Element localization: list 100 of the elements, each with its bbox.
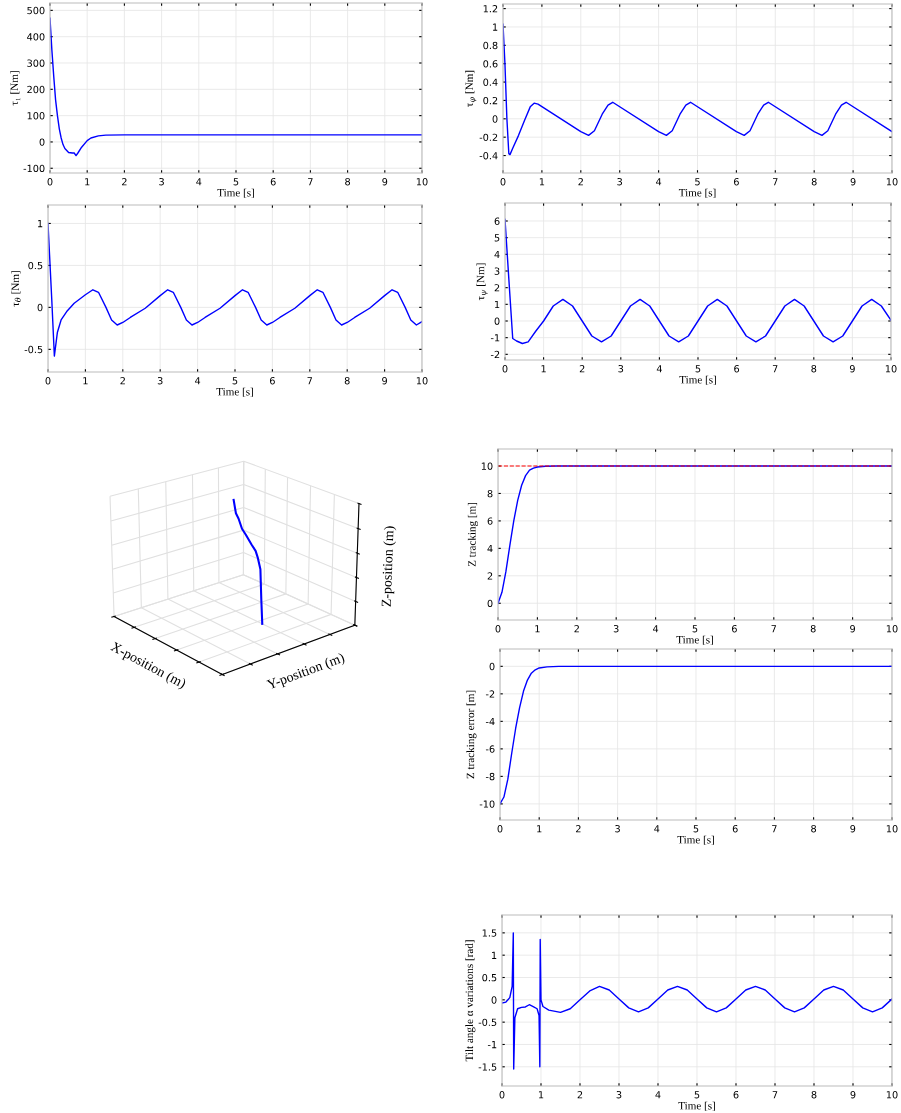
x-tick-label: 0 <box>500 178 506 186</box>
y-tick-label: 1 <box>492 951 497 959</box>
x-tick-label: 2 <box>578 178 583 186</box>
x-tick-label: 10 <box>886 625 898 633</box>
x-tick-label: 8 <box>810 625 816 633</box>
x-tick-label: 8 <box>811 825 817 833</box>
y-tick-label: -8 <box>485 772 495 781</box>
x-tick-label: 9 <box>850 625 856 633</box>
y-axis-title: τ$_{φ}$ [Nm] <box>465 70 477 107</box>
y-tick-label: 0.6 <box>483 60 498 68</box>
y-tick-label: 6 <box>494 217 500 225</box>
y-axis-title: Tilt angle α variations [rad] <box>465 940 476 1062</box>
x-tick-label: 6 <box>734 365 740 373</box>
x-tick-label: 7 <box>772 1091 778 1099</box>
x-tick-label: 2 <box>122 178 127 186</box>
x-tick-label: 9 <box>850 825 856 833</box>
x-tick-label: 7 <box>773 178 778 186</box>
x-tick-label: 9 <box>382 178 388 186</box>
y-tick-label: 0.5 <box>28 261 43 270</box>
y-tick-label: 0 <box>39 138 45 146</box>
x-tick-label: 8 <box>345 178 351 186</box>
x-tick-label: 4 <box>196 178 202 186</box>
y-tick-label: 0.8 <box>483 41 498 50</box>
x-tick-label: 7 <box>771 625 777 633</box>
y-tick-label: 0 <box>37 303 43 312</box>
x-tick-label: 5 <box>233 178 239 186</box>
x-tick-label: 5 <box>694 1091 700 1099</box>
y-tick-label: 0 <box>494 317 500 325</box>
x-tick-label: 3 <box>618 365 624 373</box>
text: Z-position (m) <box>381 526 397 607</box>
y-tick-label: -100 <box>23 164 45 173</box>
y-tick-label: 4 <box>487 544 493 553</box>
x-tick-label: 5 <box>692 625 698 633</box>
y-axis-title: Z tracking error [m] <box>466 690 477 779</box>
x-tick-label: 6 <box>732 825 738 833</box>
x-tick-label: 2 <box>576 825 581 833</box>
x-tick-label: 7 <box>307 377 313 385</box>
x-tick-label: 2 <box>577 1091 583 1099</box>
y-tick-label: -0.4 <box>479 152 498 160</box>
x-tick-label: 10 <box>886 1091 898 1099</box>
x-tick-label: 3 <box>617 178 623 186</box>
x-tick-label: 0 <box>45 377 51 385</box>
y-tick-label: 500 <box>27 6 45 15</box>
x-tick-label: 6 <box>733 178 739 186</box>
x-tick-label: 10 <box>416 377 428 385</box>
x-tick-label: 0 <box>47 178 53 186</box>
y-tick-label: 100 <box>27 112 45 120</box>
x-tick-label: 1 <box>541 365 546 373</box>
y-tick-label: -2 <box>485 690 495 698</box>
x-tick-label: 2 <box>579 365 585 373</box>
y-axis-title: Z tracking [m] <box>467 502 478 567</box>
x-tick-label: 4 <box>194 377 201 385</box>
y-tick-label: -1 <box>490 334 500 342</box>
x-tick-label: 6 <box>270 178 276 186</box>
x-tick-label: 6 <box>269 377 275 385</box>
y-tick-label: 300 <box>27 59 45 67</box>
y-tick-label: 0.4 <box>483 78 498 86</box>
x-tick-label: 7 <box>772 365 778 373</box>
y-tick-label: -1 <box>487 1041 497 1049</box>
x-tick-label: 1 <box>83 377 88 385</box>
y-tick-label: -0.5 <box>478 1018 497 1026</box>
x-tick-label: 7 <box>772 825 777 833</box>
y-tick-label: 5 <box>494 234 500 242</box>
x-tick-label: 3 <box>615 825 620 833</box>
x-axis-title: Time [s] <box>676 635 713 645</box>
x-tick-label: 2 <box>574 625 579 633</box>
x-tick-label: 4 <box>655 1091 661 1099</box>
x-axis-title: Time [s] <box>678 1101 715 1111</box>
x-tick-label: 8 <box>811 178 817 186</box>
x-tick-label: 3 <box>157 377 163 385</box>
x-tick-label: 9 <box>382 377 388 385</box>
y-tick-label: -0.5 <box>24 345 43 354</box>
y-tick-label: 200 <box>27 85 45 94</box>
x-tick-label: 8 <box>811 1091 817 1099</box>
y-tick-label: 1 <box>38 220 43 228</box>
x-tick-label: 5 <box>695 365 701 373</box>
x-tick-label: 10 <box>886 178 898 186</box>
y-tick-label: 0 <box>487 599 493 608</box>
x-tick-label: 4 <box>656 365 662 373</box>
x-tick-label: 0 <box>499 1091 505 1099</box>
x-tick-label: 10 <box>885 365 897 373</box>
x-axis-title: Time [s] <box>217 188 254 198</box>
y-tick-label: 0.5 <box>482 973 497 982</box>
x-tick-label: 5 <box>232 377 238 385</box>
x-tick-label: 4 <box>655 178 662 186</box>
x-tick-label: 3 <box>613 625 619 633</box>
y-tick-label: -2 <box>490 350 500 359</box>
x-tick-label: 7 <box>308 178 313 186</box>
x-tick-label: 3 <box>616 1091 622 1099</box>
x-tick-label: 2 <box>120 377 125 385</box>
y-tick-label: 0 <box>489 662 495 671</box>
x-tick-label: 5 <box>693 825 699 833</box>
y-tick-label: 10 <box>481 462 493 470</box>
y-tick-label: 400 <box>27 33 45 41</box>
x-tick-label: 0 <box>502 365 508 373</box>
y-tick-label: 6 <box>487 517 493 525</box>
y-tick-label: 2 <box>494 284 500 292</box>
x-tick-label: 1 <box>537 825 542 833</box>
x-axis-title: Time [s] <box>216 387 253 397</box>
y-tick-label: 0 <box>491 996 497 1004</box>
